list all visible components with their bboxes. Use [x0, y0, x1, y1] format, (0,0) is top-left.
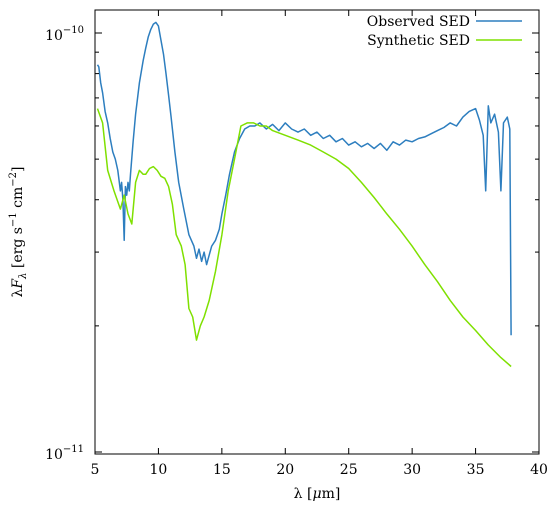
plot-frame	[94, 9, 540, 455]
svg-text:10−11: 10−11	[45, 444, 84, 463]
legend: Observed SED Synthetic SED	[367, 14, 522, 49]
y-tick-label-upper: 10−10	[45, 25, 84, 44]
series-layer	[96, 21, 512, 368]
x-tick-label: 35	[467, 462, 485, 478]
x-tick-label: 10	[150, 462, 168, 478]
y-axis-label: λFλ [erg s−1 cm−2]	[8, 167, 29, 298]
tick-layer: 5 10 15 20 25 30 35 40	[91, 10, 548, 478]
svg-text:10−10: 10−10	[45, 25, 84, 44]
x-tick-label: 20	[276, 462, 294, 478]
x-tick-label: 40	[530, 462, 548, 478]
series-line-synthetic	[96, 108, 512, 368]
legend-label-synthetic: Synthetic SED	[367, 33, 470, 49]
x-tick-label: 5	[91, 462, 100, 478]
x-tick-label: 30	[403, 462, 421, 478]
x-axis-label: λ [μm]	[294, 486, 341, 502]
x-tick-label: 25	[340, 462, 358, 478]
x-tick-label: 15	[213, 462, 231, 478]
series-line-observed	[96, 21, 512, 336]
legend-label-observed: Observed SED	[367, 14, 470, 30]
y-tick-label-lower: 10−11	[45, 444, 84, 463]
